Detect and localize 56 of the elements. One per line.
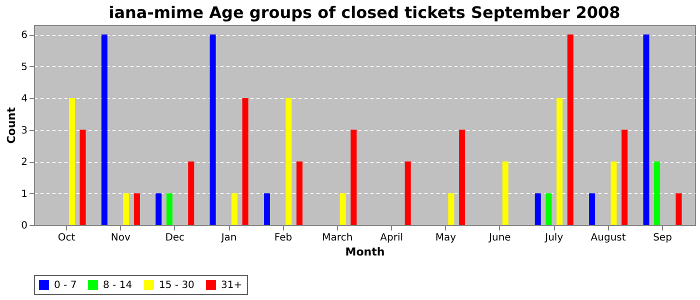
bar (156, 193, 162, 225)
y-tick-label: 4 (21, 94, 28, 105)
bar (643, 34, 650, 225)
y-tick-label: 6 (21, 30, 28, 42)
bar (654, 162, 660, 225)
x-tick-label: June (488, 232, 511, 244)
bar (502, 162, 508, 225)
bar (80, 130, 86, 225)
bar (231, 193, 238, 225)
chart-title: iana-mime Age groups of closed tickets September 2008 (108, 3, 620, 22)
bar (676, 193, 682, 225)
bar (134, 193, 140, 225)
bar (242, 98, 248, 225)
bar (286, 98, 292, 225)
bar (296, 162, 302, 225)
legend-label: 15 - 30 (159, 280, 194, 291)
bar (210, 34, 216, 225)
x-tick-label: July (544, 232, 564, 244)
bar (610, 162, 617, 225)
bar (101, 34, 108, 225)
legend-label: 0 - 7 (54, 280, 77, 291)
legend-label: 31+ (221, 280, 242, 291)
x-tick-label: Jan (220, 232, 237, 244)
x-tick-label: April (380, 232, 404, 244)
y-tick-label: 2 (21, 157, 28, 168)
y-tick-label: 3 (21, 125, 28, 136)
x-tick-label: Sep (653, 232, 672, 244)
bar (68, 98, 75, 225)
x-tick-label: May (435, 232, 456, 244)
bar (622, 130, 628, 225)
y-tick-label: 1 (21, 188, 28, 200)
y-tick-label: 0 (21, 220, 28, 232)
bar (556, 98, 563, 225)
bar (340, 193, 346, 225)
bar (264, 193, 270, 225)
x-tick-label: March (322, 232, 353, 244)
bar (188, 162, 194, 225)
bar (589, 193, 596, 225)
bar (350, 130, 357, 225)
x-tick-label: Dec (165, 232, 185, 244)
x-axis-title: Month (345, 246, 385, 258)
bar (567, 34, 574, 225)
bar (448, 193, 454, 225)
bar (546, 193, 552, 225)
y-tick-label: 5 (21, 62, 28, 73)
bar (123, 193, 130, 225)
y-axis-title: Count (5, 107, 18, 144)
bar (534, 193, 541, 225)
bar (166, 193, 172, 225)
x-tick-label: Nov (110, 232, 131, 244)
x-tick-label: August (590, 232, 626, 244)
x-tick-label: Oct (58, 232, 76, 244)
bar (404, 162, 411, 225)
bar (459, 130, 466, 225)
x-tick-label: Feb (274, 232, 292, 244)
legend-label: 8 - 14 (103, 280, 132, 291)
